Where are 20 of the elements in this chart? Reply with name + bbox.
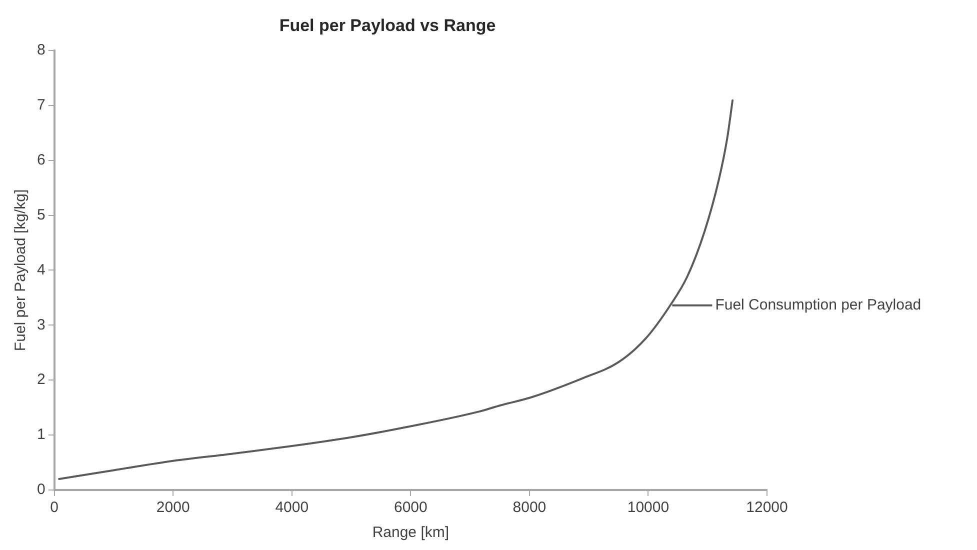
x-axis-title: Range [km] — [372, 524, 450, 542]
y-tick-label: 4 — [37, 261, 46, 278]
y-tick-label: 7 — [37, 96, 46, 114]
y-axis-title: Fuel per Payload [kg/kg] — [12, 189, 30, 352]
x-tick-label: 4000 — [275, 499, 309, 516]
y-tick-label: 0 — [37, 481, 46, 498]
x-tick-label: 12000 — [746, 499, 788, 516]
x-tick-label: 6000 — [394, 499, 428, 516]
legend-label: Fuel Consumption per Payload — [715, 296, 922, 314]
chart-title: Fuel per Payload vs Range — [279, 16, 496, 35]
y-tick-label: 5 — [37, 206, 46, 224]
x-tick-label: 10000 — [627, 499, 670, 516]
x-tick-label: 8000 — [512, 499, 546, 516]
y-tick-label: 3 — [37, 316, 46, 334]
y-tick-label: 1 — [37, 426, 46, 444]
y-tick-label: 2 — [37, 371, 46, 388]
y-tick-label: 8 — [37, 42, 46, 59]
x-tick-label: 0 — [50, 499, 59, 516]
y-tick-label: 6 — [37, 151, 46, 168]
x-tick-label: 2000 — [156, 499, 190, 516]
